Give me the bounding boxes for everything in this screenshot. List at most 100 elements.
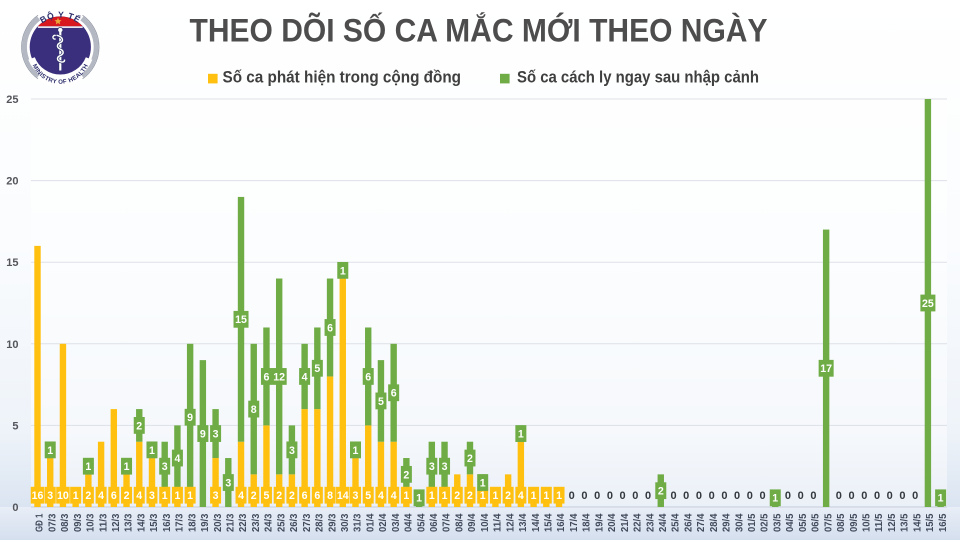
svg-text:0: 0 bbox=[759, 490, 765, 502]
svg-text:22/4: 22/4 bbox=[633, 513, 644, 532]
svg-text:16/4: 16/4 bbox=[556, 513, 567, 532]
svg-text:0: 0 bbox=[899, 490, 905, 502]
svg-text:8: 8 bbox=[327, 490, 333, 502]
svg-text:1: 1 bbox=[149, 445, 155, 457]
svg-text:6: 6 bbox=[391, 388, 397, 400]
svg-text:0: 0 bbox=[683, 490, 689, 502]
svg-text:2: 2 bbox=[467, 490, 473, 502]
svg-text:23/3: 23/3 bbox=[251, 513, 262, 532]
svg-text:13/4: 13/4 bbox=[518, 513, 529, 532]
svg-text:2: 2 bbox=[658, 486, 664, 498]
svg-text:05/5: 05/5 bbox=[798, 513, 809, 532]
svg-text:1: 1 bbox=[403, 490, 409, 502]
svg-text:19/3: 19/3 bbox=[200, 513, 211, 532]
svg-text:26/4: 26/4 bbox=[683, 513, 694, 532]
svg-text:25: 25 bbox=[6, 94, 18, 106]
svg-text:2: 2 bbox=[276, 490, 282, 502]
svg-text:12: 12 bbox=[273, 371, 285, 383]
svg-text:20/3: 20/3 bbox=[213, 513, 224, 532]
svg-text:1: 1 bbox=[162, 490, 168, 502]
svg-text:0: 0 bbox=[709, 490, 715, 502]
svg-text:05/4: 05/4 bbox=[416, 513, 427, 532]
svg-text:3: 3 bbox=[353, 490, 359, 502]
svg-text:6: 6 bbox=[365, 371, 371, 383]
svg-text:1: 1 bbox=[518, 428, 524, 440]
svg-text:08/4: 08/4 bbox=[454, 513, 465, 532]
svg-text:17/3: 17/3 bbox=[175, 513, 186, 532]
svg-text:14/4: 14/4 bbox=[531, 513, 542, 532]
svg-text:1: 1 bbox=[124, 461, 130, 473]
svg-text:02/5: 02/5 bbox=[760, 513, 771, 532]
svg-text:29/4: 29/4 bbox=[722, 513, 733, 532]
svg-text:09/5: 09/5 bbox=[849, 513, 860, 532]
svg-text:1: 1 bbox=[73, 490, 79, 502]
svg-text:1: 1 bbox=[174, 490, 180, 502]
svg-text:12/4: 12/4 bbox=[505, 513, 516, 532]
svg-text:10/4: 10/4 bbox=[480, 513, 491, 532]
svg-text:1: 1 bbox=[442, 490, 448, 502]
svg-text:11/3: 11/3 bbox=[98, 513, 109, 532]
svg-text:9: 9 bbox=[200, 428, 206, 440]
svg-text:18/3: 18/3 bbox=[187, 513, 198, 532]
svg-text:1: 1 bbox=[938, 493, 944, 505]
svg-text:6: 6 bbox=[111, 490, 117, 502]
svg-text:1: 1 bbox=[47, 445, 53, 457]
svg-text:12/5: 12/5 bbox=[887, 513, 898, 532]
svg-text:19/4: 19/4 bbox=[594, 513, 605, 532]
svg-text:20: 20 bbox=[6, 176, 18, 188]
svg-text:0: 0 bbox=[861, 490, 867, 502]
svg-text:GĐ 1: GĐ 1 bbox=[35, 513, 46, 532]
svg-text:02/4: 02/4 bbox=[378, 513, 389, 532]
svg-text:3: 3 bbox=[47, 490, 53, 502]
svg-text:28/4: 28/4 bbox=[709, 513, 720, 532]
svg-text:09/3: 09/3 bbox=[73, 513, 84, 532]
svg-text:04/5: 04/5 bbox=[785, 513, 796, 532]
svg-text:25/3: 25/3 bbox=[276, 513, 287, 532]
svg-text:15: 15 bbox=[6, 257, 18, 269]
svg-text:0: 0 bbox=[912, 490, 918, 502]
svg-text:1: 1 bbox=[531, 490, 537, 502]
svg-text:2: 2 bbox=[467, 453, 473, 465]
svg-text:24/3: 24/3 bbox=[264, 513, 275, 532]
svg-text:6: 6 bbox=[264, 371, 270, 383]
svg-text:4: 4 bbox=[238, 490, 244, 502]
svg-text:2: 2 bbox=[85, 490, 91, 502]
svg-text:12/3: 12/3 bbox=[111, 513, 122, 532]
svg-text:30/3: 30/3 bbox=[340, 513, 351, 532]
svg-text:10/3: 10/3 bbox=[86, 513, 97, 532]
svg-text:14/3: 14/3 bbox=[136, 513, 147, 532]
svg-text:4: 4 bbox=[378, 490, 384, 502]
svg-text:0: 0 bbox=[581, 490, 587, 502]
svg-text:24/4: 24/4 bbox=[658, 513, 669, 532]
svg-text:BỘ Y TẾ: BỘ Y TẾ bbox=[38, 9, 83, 25]
svg-text:31/3: 31/3 bbox=[353, 513, 364, 532]
svg-text:17: 17 bbox=[820, 363, 832, 375]
svg-text:17/4: 17/4 bbox=[569, 513, 580, 532]
svg-text:1: 1 bbox=[480, 490, 486, 502]
svg-text:07/5: 07/5 bbox=[823, 513, 834, 532]
svg-text:1: 1 bbox=[480, 477, 486, 489]
svg-text:06/5: 06/5 bbox=[811, 513, 822, 532]
svg-text:3: 3 bbox=[225, 477, 231, 489]
svg-text:2: 2 bbox=[505, 490, 511, 502]
svg-text:6: 6 bbox=[302, 490, 308, 502]
svg-text:3: 3 bbox=[289, 445, 295, 457]
svg-text:2: 2 bbox=[403, 469, 409, 481]
svg-text:0: 0 bbox=[594, 490, 600, 502]
svg-text:15/5: 15/5 bbox=[925, 513, 936, 532]
svg-text:15/4: 15/4 bbox=[544, 513, 555, 532]
svg-text:13/3: 13/3 bbox=[124, 513, 135, 532]
svg-text:0: 0 bbox=[12, 502, 18, 514]
svg-text:21/4: 21/4 bbox=[620, 513, 631, 532]
svg-text:0: 0 bbox=[620, 490, 626, 502]
svg-text:06/4: 06/4 bbox=[429, 513, 440, 532]
svg-text:3: 3 bbox=[429, 461, 435, 473]
svg-text:1: 1 bbox=[543, 490, 549, 502]
svg-text:2: 2 bbox=[289, 490, 295, 502]
svg-text:1: 1 bbox=[187, 490, 193, 502]
svg-text:5: 5 bbox=[264, 490, 270, 502]
svg-text:3: 3 bbox=[213, 428, 219, 440]
svg-text:1: 1 bbox=[85, 461, 91, 473]
svg-text:0: 0 bbox=[632, 490, 638, 502]
svg-text:0: 0 bbox=[849, 490, 855, 502]
